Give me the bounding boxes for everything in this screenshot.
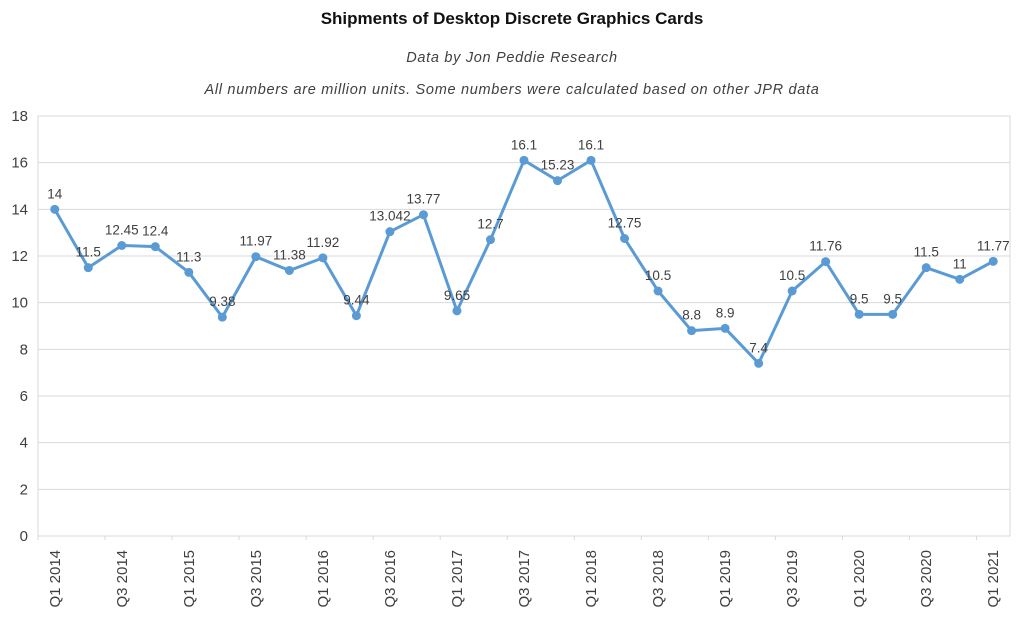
data-point-label: 7.4	[749, 340, 768, 355]
data-point-marker	[251, 252, 261, 262]
data-point-marker	[787, 286, 797, 296]
data-point-marker	[284, 265, 294, 275]
y-axis-tick-label: 0	[20, 528, 28, 545]
data-point-marker	[150, 242, 160, 252]
x-axis-tick-label: Q3 2018	[650, 550, 667, 608]
x-axis-tick-label: Q3 2015	[248, 550, 265, 608]
data-point-label: 11.3	[176, 249, 201, 264]
data-point-label: 16.1	[578, 137, 604, 152]
x-axis-tick-label: Q3 2017	[516, 550, 533, 608]
data-point-marker	[653, 286, 663, 296]
x-axis-tick-label: Q3 2016	[382, 550, 399, 608]
x-axis-tick-label: Q1 2014	[47, 550, 64, 608]
y-axis-tick-label: 12	[11, 248, 28, 265]
data-point-label: 15.23	[541, 158, 575, 173]
x-axis-tick-label: Q1 2021	[985, 550, 1002, 608]
x-axis-tick-label: Q1 2020	[851, 550, 868, 608]
data-point-marker	[519, 155, 529, 165]
x-axis-tick-label: Q3 2020	[918, 550, 935, 608]
data-point-marker	[821, 257, 831, 267]
data-point-marker	[117, 241, 127, 250]
y-axis-tick-label: 16	[11, 155, 28, 172]
data-point-label: 11.5	[76, 245, 101, 260]
data-point-label: 9.65	[444, 288, 470, 303]
x-axis-tick-label: Q1 2016	[315, 550, 332, 608]
x-axis-tick-label: Q1 2017	[449, 550, 466, 608]
data-point-label: 13.77	[407, 192, 441, 207]
data-point-marker	[452, 306, 462, 316]
data-point-label: 11	[953, 256, 967, 271]
data-point-marker	[553, 176, 563, 186]
data-point-marker	[351, 311, 361, 321]
data-point-marker	[184, 267, 194, 277]
data-point-label: 11.5	[914, 245, 939, 260]
data-point-marker	[385, 227, 395, 237]
chart-subtitle-note: All numbers are million units. Some numb…	[204, 82, 820, 98]
y-axis-tick-label: 8	[20, 341, 28, 358]
data-point-label: 11.92	[307, 235, 340, 250]
y-axis-tick-label: 6	[20, 388, 28, 405]
chart-header: Shipments of Desktop Discrete Graphics C…	[0, 0, 1024, 98]
data-point-marker	[720, 323, 730, 333]
data-point-label: 8.8	[682, 308, 701, 323]
data-point-marker	[418, 210, 428, 220]
data-point-label: 14	[47, 186, 63, 201]
data-point-marker	[50, 204, 60, 214]
data-point-marker	[754, 358, 764, 368]
data-point-label: 9.5	[883, 291, 902, 306]
data-point-label: 12.75	[608, 216, 642, 231]
data-point-marker	[921, 263, 931, 273]
data-point-label: 12.7	[477, 217, 503, 232]
y-axis-tick-label: 18	[11, 108, 28, 125]
data-point-marker	[586, 155, 596, 165]
x-axis-tick-label: Q1 2019	[717, 550, 734, 608]
data-point-marker	[888, 309, 898, 319]
data-point-marker	[687, 326, 697, 336]
data-point-marker	[620, 234, 630, 243]
x-axis-tick-label: Q1 2018	[583, 550, 600, 608]
data-point-label: 16.1	[511, 137, 537, 152]
chart-title: Shipments of Desktop Discrete Graphics C…	[320, 9, 704, 28]
y-axis-tick-label: 10	[11, 295, 28, 312]
data-point-marker	[854, 309, 864, 319]
data-point-marker	[83, 263, 93, 273]
data-point-label: 11.38	[273, 247, 306, 262]
data-point-label: 12.4	[142, 224, 169, 239]
plot-area-border	[37, 115, 1011, 537]
data-point-marker	[318, 253, 328, 263]
data-point-marker	[988, 256, 998, 266]
y-axis-tick-label: 14	[11, 201, 28, 218]
y-axis-tick-label: 2	[20, 481, 28, 498]
chart-svg: 0 2 4 6 8 10 12 14 16 18 Q1 2014 Q3 2014 Q1 2015 Q3 2…	[11, 108, 1011, 608]
x-axis-tick-label: Q3 2014	[114, 550, 131, 608]
data-point-label: 11.76	[809, 239, 842, 254]
data-point-marker	[955, 274, 965, 284]
y-axis-tick-label: 4	[20, 435, 28, 452]
data-point-label: 9.38	[209, 294, 235, 309]
data-point-label: 10.5	[779, 268, 805, 283]
data-point-label: 11.97	[239, 234, 272, 249]
data-point-marker	[485, 235, 495, 245]
data-point-label: 9.5	[850, 291, 869, 306]
data-point-label: 13.042	[369, 209, 410, 224]
data-point-label: 11.77	[977, 238, 1010, 253]
data-point-marker	[217, 312, 227, 322]
data-point-label: 9.44	[343, 293, 370, 308]
chart-subtitle-source: Data by Jon Peddie Research	[406, 50, 618, 66]
data-point-label: 10.5	[645, 268, 671, 283]
x-axis-tick-label: Q3 2019	[784, 550, 801, 608]
x-axis-tick-label: Q1 2015	[181, 550, 198, 608]
line-chart: 0 2 4 6 8 10 12 14 16 18 Q1 2014 Q3 2014 Q1 2015 Q3 2…	[0, 102, 1024, 622]
data-point-label: 8.9	[716, 305, 735, 320]
data-point-label: 12.45	[105, 223, 139, 238]
